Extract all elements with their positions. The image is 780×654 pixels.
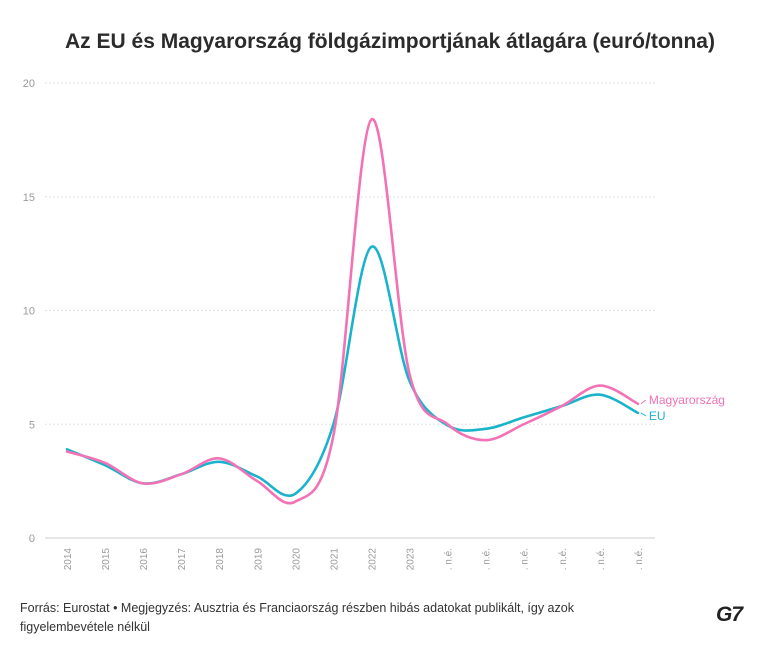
x-tick-label: . n.é.	[520, 548, 531, 570]
x-tick-label: . n.é.	[482, 548, 493, 570]
y-tick-label: 5	[29, 419, 35, 431]
x-tick-label: 2019	[253, 548, 264, 571]
series-label: Magyarország	[649, 393, 725, 407]
x-tick-label: 2014	[63, 548, 74, 571]
series-label: EU	[649, 409, 666, 423]
series-label-connector	[640, 412, 647, 417]
x-tick-label: . n.é.	[444, 548, 455, 570]
chart-title: Az EU és Magyarország földgázimportjának…	[65, 30, 715, 53]
x-tick-label: 2015	[101, 548, 112, 571]
x-tick-label: 2016	[139, 548, 150, 571]
source-note: Forrás: Eurostat • Megjegyzés: Ausztria …	[20, 601, 574, 634]
line-chart: 0 5 10 15 20 2014 2015 2016 2017 2018 2019 2020 202…	[23, 78, 725, 571]
x-tick-label: 2018	[215, 548, 226, 571]
x-tick-label: 2022	[367, 548, 378, 571]
series-line-magyarorszag	[65, 118, 640, 505]
y-tick-label: 20	[23, 78, 35, 90]
x-tick-label: 2020	[291, 548, 302, 571]
series-labels: Magyarország EU	[640, 393, 725, 423]
x-tick-label: . n.é.	[596, 548, 607, 570]
series-label-connector	[640, 399, 647, 405]
y-tick-label: 0	[29, 533, 35, 545]
x-axis-ticks: 2014 2015 2016 2017 2018 2019 2020 2021 2022 2023…	[63, 548, 645, 571]
y-tick-label: 15	[23, 192, 35, 204]
series-line-eu	[65, 245, 640, 497]
y-axis-ticks: 0 5 10 15 20	[23, 78, 35, 545]
gridlines	[45, 82, 655, 539]
x-tick-label: 2021	[329, 548, 340, 571]
y-tick-label: 10	[23, 306, 35, 318]
x-tick-label: 2017	[177, 548, 188, 571]
x-tick-label: . n.é.	[634, 548, 645, 570]
x-tick-label: 2023	[406, 548, 417, 571]
series-lines	[65, 118, 640, 505]
x-tick-label: . n.é.	[558, 548, 569, 570]
publisher-logo: G7	[716, 603, 743, 626]
